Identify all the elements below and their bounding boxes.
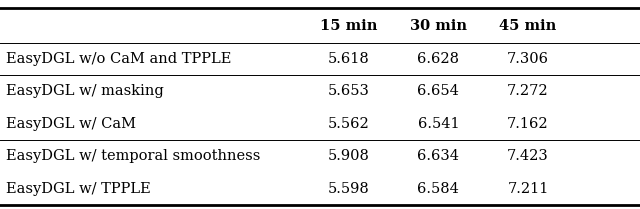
Text: 5.618: 5.618 [328, 52, 370, 66]
Text: 6.541: 6.541 [417, 117, 460, 131]
Text: EasyDGL w/ CaM: EasyDGL w/ CaM [6, 117, 136, 131]
Text: 45 min: 45 min [499, 19, 557, 33]
Text: EasyDGL w/o CaM and TPPLE: EasyDGL w/o CaM and TPPLE [6, 52, 232, 66]
Text: 6.634: 6.634 [417, 149, 460, 163]
Text: 5.908: 5.908 [328, 149, 370, 163]
Text: EasyDGL w/ masking: EasyDGL w/ masking [6, 84, 164, 98]
Text: 7.306: 7.306 [507, 52, 549, 66]
Text: EasyDGL w/ TPPLE: EasyDGL w/ TPPLE [6, 182, 151, 196]
Text: 6.584: 6.584 [417, 182, 460, 196]
Text: 5.562: 5.562 [328, 117, 370, 131]
Text: 5.653: 5.653 [328, 84, 370, 98]
Text: 5.598: 5.598 [328, 182, 370, 196]
Text: 7.272: 7.272 [507, 84, 549, 98]
Text: 6.628: 6.628 [417, 52, 460, 66]
Text: 6.654: 6.654 [417, 84, 460, 98]
Text: 7.162: 7.162 [507, 117, 549, 131]
Text: 7.211: 7.211 [508, 182, 548, 196]
Text: EasyDGL w/ temporal smoothness: EasyDGL w/ temporal smoothness [6, 149, 260, 163]
Text: 7.423: 7.423 [507, 149, 549, 163]
Text: 15 min: 15 min [320, 19, 378, 33]
Text: 30 min: 30 min [410, 19, 467, 33]
